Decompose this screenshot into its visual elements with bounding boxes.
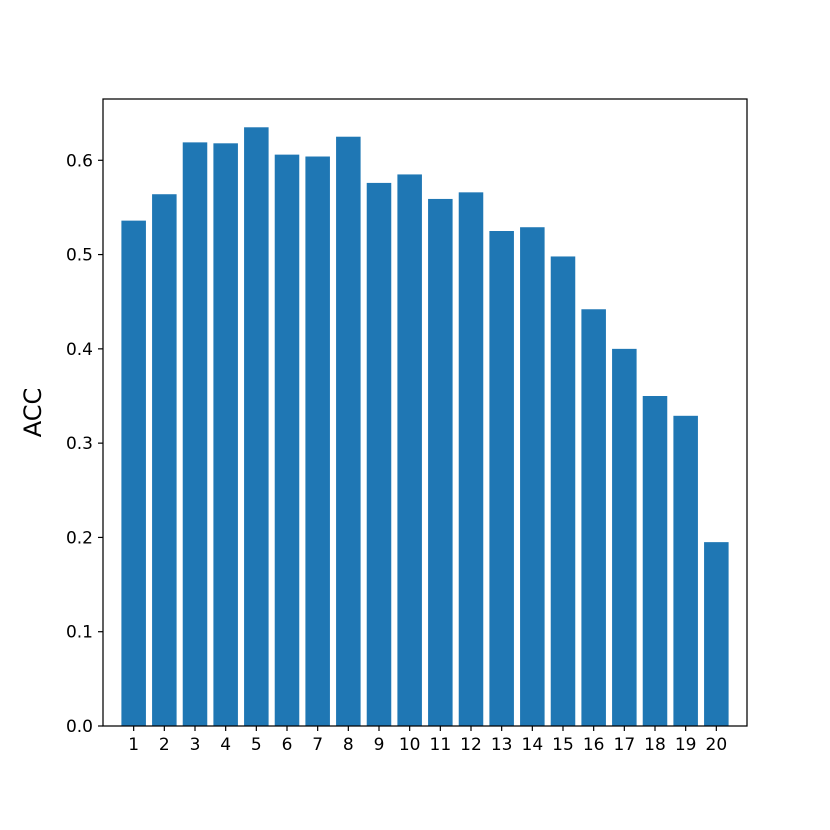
bar-13 [489,231,514,726]
x-tick-label: 9 [374,735,385,755]
x-tick-label: 4 [220,735,231,755]
y-axis-title: ACC [19,388,47,438]
y-axis: 0.0 0.1 0.2 0.3 0.4 0.5 0.6 [66,151,103,737]
bar-4 [213,143,238,726]
y-tick-label: 0.0 [66,717,93,737]
y-tick-label: 0.5 [66,246,93,266]
bar-19 [673,415,698,726]
bar-10 [397,174,422,726]
x-tick-label: 17 [614,735,636,755]
x-tick-label: 10 [399,735,421,755]
bar-17 [612,348,637,726]
bar-9 [366,182,392,726]
bar-series [121,127,729,727]
plot-frame [102,98,748,727]
bar-2 [152,194,177,727]
x-tick-label: 16 [583,735,605,755]
y-tick-label: 0.4 [66,340,93,360]
x-tick-label: 12 [460,735,482,755]
y-tick-label: 0.2 [66,528,93,548]
bar-5 [244,127,269,727]
bar-11 [428,198,453,726]
y-tick-label: 0.3 [66,434,93,454]
bar-3 [182,142,208,726]
x-tick-label: 2 [159,735,170,755]
x-tick-label: 13 [491,735,513,755]
bar-6 [274,154,300,726]
x-tick-label: 1 [128,735,139,755]
bar-20 [704,542,729,726]
x-tick-label: 14 [522,735,544,755]
x-tick-label: 5 [251,735,262,755]
x-tick-label: 11 [430,735,452,755]
bar-12 [458,192,484,727]
bar-18 [642,396,668,726]
x-tick-label: 15 [552,735,574,755]
bar-7 [305,156,330,726]
x-tick-label: 3 [190,735,201,755]
x-tick-label: 7 [312,735,323,755]
bar-15 [550,256,576,726]
bar-1 [121,220,146,726]
bar-8 [336,136,361,726]
x-tick-label: 8 [343,735,354,755]
bar-14 [520,227,545,727]
x-tick-label: 19 [675,735,697,755]
y-tick-label: 0.6 [66,151,93,171]
x-tick-label: 6 [282,735,293,755]
x-axis: 1 2 3 4 5 6 7 8 9 10 11 12 13 14 15 16 17 18 19 20 [128,726,727,755]
bar-16 [581,309,606,726]
y-tick-label: 0.1 [66,623,93,643]
x-tick-label: 20 [706,735,728,755]
x-tick-label: 18 [644,735,666,755]
